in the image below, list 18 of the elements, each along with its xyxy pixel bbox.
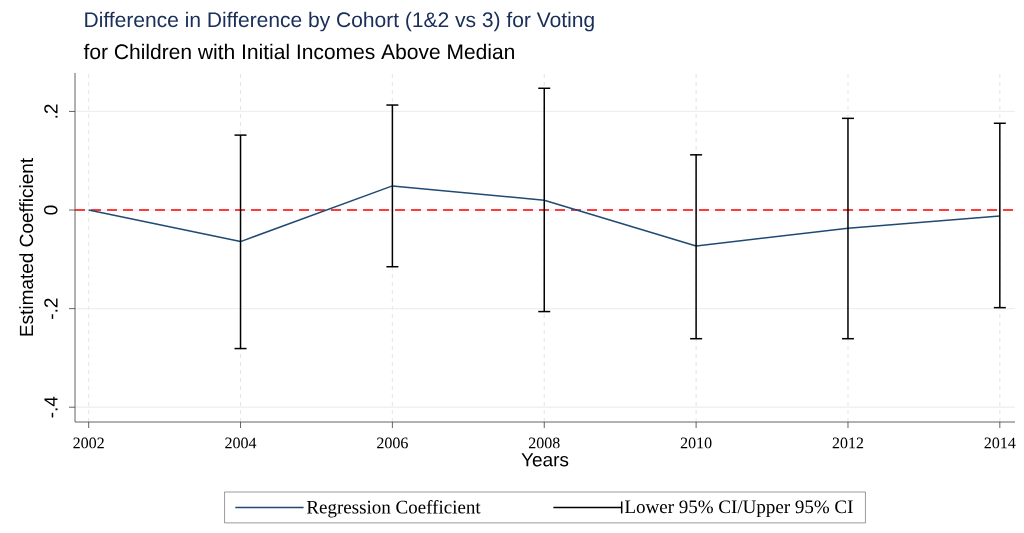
y-tick-label: 0 (44, 205, 58, 215)
x-tick-label: 2014 (984, 437, 1016, 449)
x-tick-label: 2008 (528, 437, 560, 449)
y-tick-label: -.2 (44, 298, 58, 319)
x-tick-label: 2002 (73, 437, 104, 449)
y-tick-label: -.4 (44, 396, 58, 418)
text: Lower 95% CI/Upper 95% CI (624, 500, 853, 518)
legend-label: Regression Coefficient (306, 500, 481, 518)
chart-title: Difference in Difference by Cohort (1&2 vs 3) for Voting (85, 11, 594, 32)
x-tick-label: 2004 (225, 437, 257, 449)
x-axis-title: Years (521, 453, 569, 467)
chart-subtitle: for Children with Initial Incomes Above Median (83, 43, 514, 60)
y-axis-title: Estimated Coefficient (19, 158, 34, 336)
line-series (87, 185, 1001, 247)
x-tick-label: 2012 (832, 437, 864, 449)
y-tick-label: .2 (44, 104, 58, 118)
x-tick-label: 2006 (377, 437, 408, 449)
x-tick-label: 2010 (680, 437, 712, 449)
